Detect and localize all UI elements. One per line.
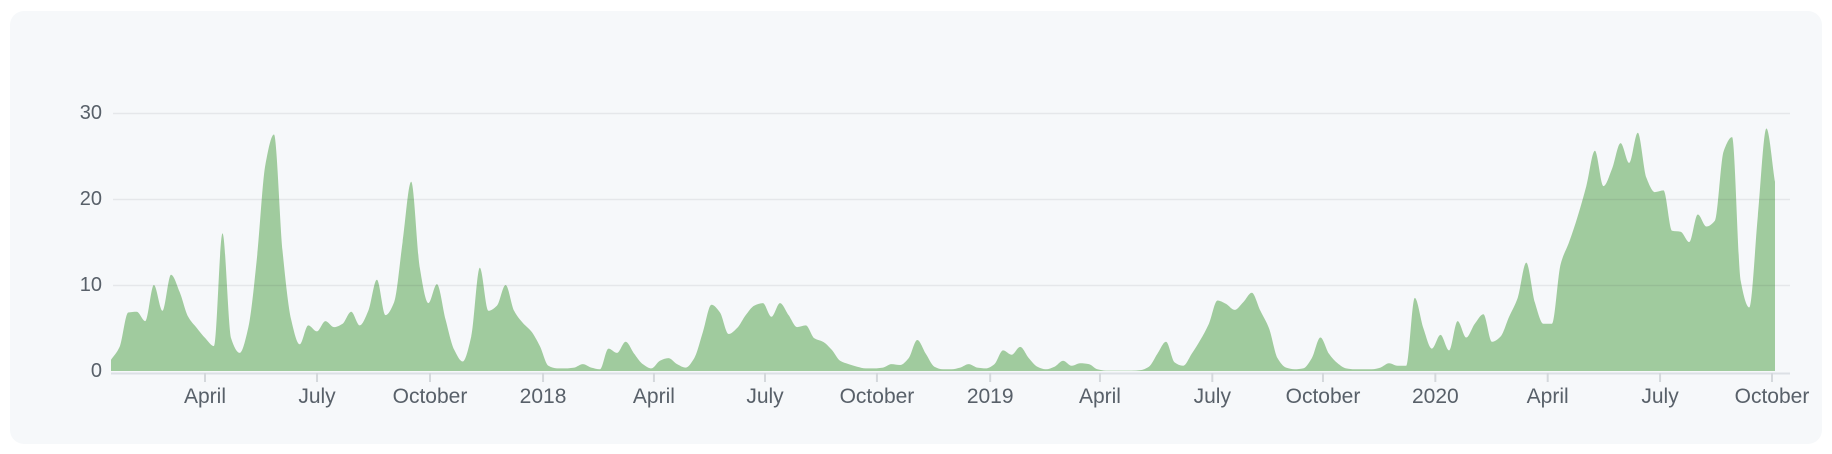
y-axis-label: 30 (79, 102, 102, 124)
y-axis-label: 20 (79, 188, 102, 210)
x-axis-label: October (392, 385, 468, 408)
chart-card (10, 11, 1822, 444)
x-axis-label: July (1641, 385, 1679, 408)
x-axis-label: April (183, 385, 226, 408)
x-axis-label: October (1285, 385, 1361, 408)
x-axis-label: October (839, 385, 915, 408)
x-axis-label: July (1193, 385, 1231, 408)
x-axis-label: October (1734, 385, 1810, 408)
x-axis-label: July (746, 385, 784, 408)
x-axis-label: 2020 (1411, 385, 1459, 408)
y-axis-label: 0 (90, 360, 102, 382)
x-axis-label: April (1526, 385, 1569, 408)
x-axis-label: 2018 (519, 385, 567, 408)
x-axis-label: 2019 (966, 385, 1014, 408)
x-axis-label: July (298, 385, 336, 408)
y-axis-label: 10 (79, 274, 102, 296)
commit-activity-area (111, 128, 1775, 371)
x-axis-label: April (632, 385, 675, 408)
x-axis-label: April (1078, 385, 1121, 408)
